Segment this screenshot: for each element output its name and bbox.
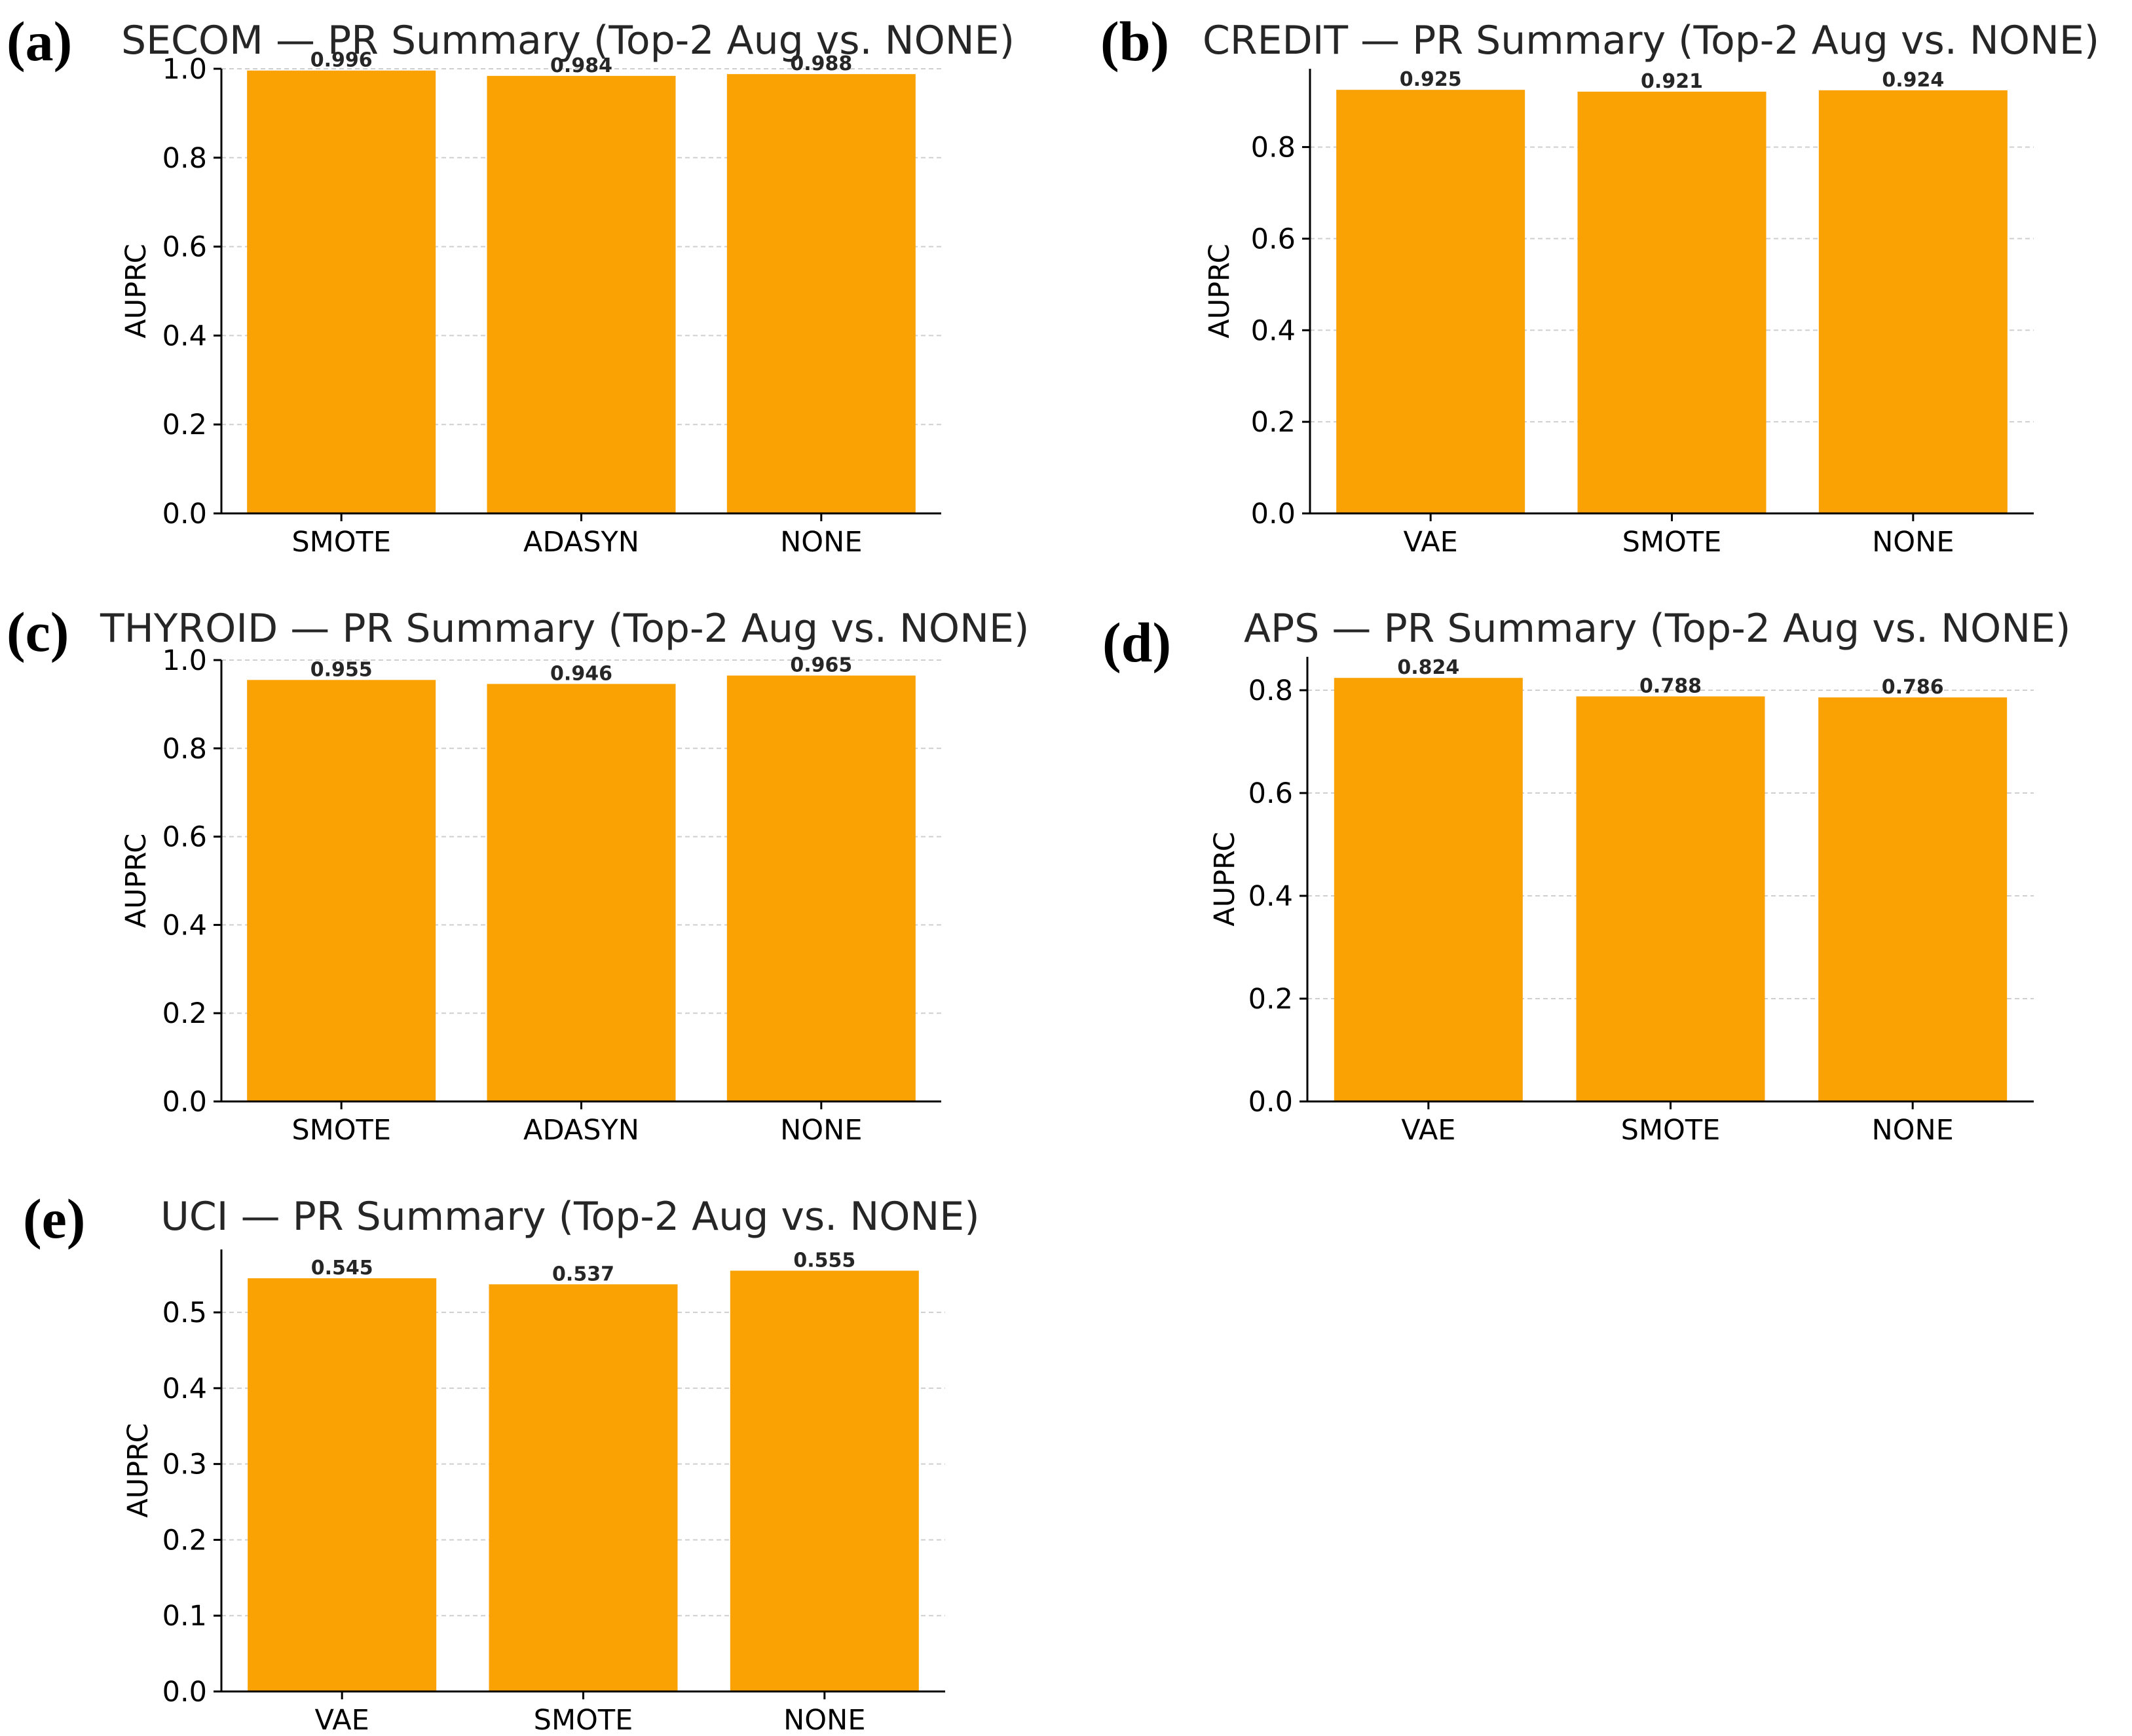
value-label: 0.946 (550, 662, 612, 685)
chart-title: APS — PR Summary (Top-2 Aug vs. NONE) (1244, 606, 2070, 652)
value-label: 0.921 (1641, 70, 1703, 93)
y-tick-label: 0.4 (1251, 314, 1296, 347)
y-tick-label: 0.2 (1251, 406, 1296, 439)
bar (726, 675, 916, 1101)
y-tick-label: 0.4 (1248, 880, 1293, 913)
x-tick-label: ADASYN (523, 526, 639, 559)
bar (248, 1278, 437, 1691)
y-tick-label: 0.0 (162, 498, 207, 530)
chart-title: SECOM — PR Summary (Top-2 Aug vs. NONE) (121, 18, 1015, 64)
bar (489, 1284, 678, 1691)
value-label: 0.924 (1882, 69, 1944, 92)
panel-letter: (a) (7, 10, 72, 73)
y-tick-label: 0.0 (162, 1086, 207, 1118)
y-tick-label: 0.4 (162, 320, 207, 352)
y-tick-label: 0.8 (1251, 132, 1296, 164)
y-tick-label: 0.6 (162, 821, 207, 854)
chart-title: CREDIT — PR Summary (Top-2 Aug vs. NONE) (1203, 18, 2099, 64)
panel-letter: (e) (23, 1187, 85, 1250)
y-tick-label: 0.5 (162, 1297, 207, 1329)
bar (247, 680, 436, 1101)
y-tick-label: 1.0 (162, 644, 207, 677)
y-tick-label: 0.6 (162, 231, 207, 264)
x-tick-label: SMOTE (291, 526, 391, 559)
y-tick-label: 0.2 (162, 409, 207, 441)
y-tick-label: 0.0 (1251, 498, 1296, 530)
bar (1334, 678, 1523, 1101)
y-tick-label: 0.4 (162, 1373, 207, 1405)
y-axis-label: AUPRC (120, 834, 153, 929)
chart-panel-e: (e) UCI — PR Summary (Top-2 Aug vs. NONE)… (23, 1187, 980, 1736)
value-label: 0.555 (793, 1249, 855, 1272)
value-label: 0.824 (1397, 656, 1459, 679)
x-tick-label: VAE (1404, 526, 1458, 559)
y-tick-label: 0.0 (1248, 1086, 1293, 1118)
chart-title: THYROID — PR Summary (Top-2 Aug vs. NONE… (100, 606, 1029, 652)
value-label: 0.786 (1882, 676, 1944, 699)
x-tick-label: NONE (1872, 526, 1954, 559)
y-tick-label: 0.8 (162, 733, 207, 766)
bar (487, 75, 676, 513)
value-label: 0.537 (552, 1263, 614, 1285)
chart-panel-b: (b) CREDIT — PR Summary (Top-2 Aug vs. NO… (1100, 10, 2099, 559)
y-axis-label: AUPRC (1208, 832, 1241, 927)
value-label: 0.955 (310, 658, 373, 681)
y-tick-label: 0.0 (162, 1676, 207, 1708)
x-tick-label: NONE (780, 526, 862, 559)
bar (487, 684, 676, 1101)
bar (1576, 696, 1765, 1101)
value-label: 0.988 (790, 52, 852, 75)
bar (1336, 90, 1525, 513)
bar (1818, 697, 2008, 1101)
y-tick-label: 0.3 (162, 1449, 207, 1481)
panel-letter: (b) (1100, 10, 1169, 73)
y-axis-label: AUPRC (122, 1423, 155, 1518)
y-tick-label: 0.6 (1251, 223, 1296, 255)
value-label: 0.984 (550, 54, 612, 77)
x-tick-label: NONE (1871, 1114, 1953, 1147)
panel-letter: (c) (7, 600, 69, 663)
bar (730, 1270, 919, 1691)
y-tick-label: 0.6 (1248, 777, 1293, 810)
bar (247, 70, 436, 513)
x-tick-label: SMOTE (534, 1704, 633, 1736)
x-tick-label: SMOTE (1622, 526, 1722, 559)
x-tick-label: SMOTE (1621, 1114, 1721, 1147)
value-label: 0.965 (790, 654, 852, 677)
value-label: 0.925 (1400, 68, 1462, 91)
y-tick-label: 0.1 (162, 1600, 207, 1633)
x-tick-label: VAE (1401, 1114, 1455, 1147)
x-tick-label: NONE (780, 1114, 862, 1147)
value-label: 0.545 (311, 1257, 373, 1280)
y-tick-label: 1.0 (162, 53, 207, 86)
value-label: 0.788 (1639, 674, 1702, 697)
y-tick-label: 0.8 (1248, 674, 1293, 707)
chart-panel-a: (a) SECOM — PR Summary (Top-2 Aug vs. NON… (7, 10, 1015, 559)
y-tick-label: 0.2 (162, 997, 207, 1030)
chart-panel-d: (d) APS — PR Summary (Top-2 Aug vs. NONE)… (1102, 606, 2070, 1147)
x-tick-label: ADASYN (523, 1114, 639, 1147)
x-tick-label: SMOTE (291, 1114, 391, 1147)
x-tick-label: NONE (783, 1704, 865, 1736)
x-tick-label: VAE (315, 1704, 369, 1736)
bar (1577, 91, 1767, 513)
y-tick-label: 0.2 (1248, 983, 1293, 1016)
chart-title: UCI — PR Summary (Top-2 Aug vs. NONE) (160, 1194, 980, 1240)
chart-panel-c: (c) THYROID — PR Summary (Top-2 Aug vs. N… (7, 600, 1029, 1147)
bar (726, 74, 916, 513)
y-tick-label: 0.4 (162, 909, 207, 942)
value-label: 0.996 (310, 49, 373, 72)
bar (1818, 90, 2008, 514)
y-axis-label: AUPRC (1203, 244, 1236, 339)
y-tick-label: 0.8 (162, 142, 207, 175)
panel-letter: (d) (1102, 611, 1171, 674)
y-axis-label: AUPRC (120, 244, 153, 339)
y-tick-label: 0.2 (162, 1524, 207, 1557)
